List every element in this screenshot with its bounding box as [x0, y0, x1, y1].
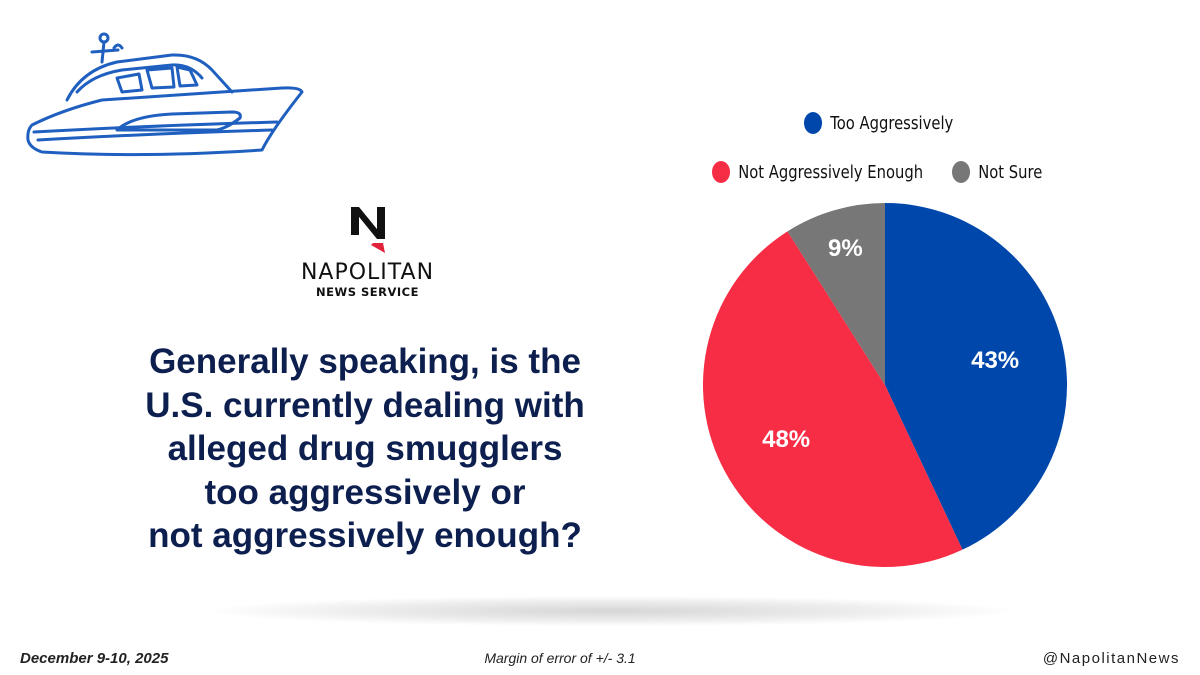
brand-subtitle: NEWS SERVICE — [316, 285, 419, 299]
chart-shadow — [210, 596, 1010, 626]
question-line: too aggressively or — [204, 472, 526, 512]
pie-data-label: 9% — [828, 235, 863, 262]
pie-slice-not-aggressively-enough — [702, 231, 963, 567]
pie-chart: 43% 48% 9% — [702, 203, 1067, 567]
boat-icon — [26, 32, 304, 157]
legend-swatch — [712, 161, 731, 183]
pie-data-label: 43% — [971, 347, 1019, 374]
question-line: alleged drug smugglers — [167, 429, 563, 468]
pie-slice-not-sure — [787, 203, 885, 385]
question-line: Generally speaking, is the — [149, 342, 581, 381]
legend-item-too-aggressively: Too Aggressively — [804, 112, 953, 134]
legend-swatch — [952, 161, 971, 183]
brand-name: NAPOLITAN — [300, 260, 435, 285]
legend-item-not-sure: Not Sure — [952, 161, 1042, 183]
legend-label: Not Sure — [978, 161, 1043, 183]
poll-question: Generally speaking, is the U.S. currentl… — [95, 340, 635, 558]
napolitan-logo: NAPOLITAN NEWS SERVICE — [280, 205, 455, 299]
legend-label: Not Aggressively Enough — [738, 161, 924, 183]
poll-date: December 9-10, 2025 — [20, 650, 169, 667]
legend-item-not-aggressively-enough: Not Aggressively Enough — [712, 161, 923, 183]
margin-of-error: Margin of error of +/- 3.1 — [484, 650, 636, 666]
question-line: not aggressively enough? — [148, 516, 582, 555]
pie-data-label: 48% — [762, 426, 810, 453]
pie-slice-too-aggressively — [885, 203, 1067, 550]
legend-label: Too Aggressively — [830, 112, 954, 134]
question-line: U.S. currently dealing with — [145, 385, 585, 425]
legend-swatch — [804, 112, 823, 134]
social-handle: @NapolitanNews — [1042, 650, 1180, 667]
napolitan-n-icon — [350, 207, 385, 253]
